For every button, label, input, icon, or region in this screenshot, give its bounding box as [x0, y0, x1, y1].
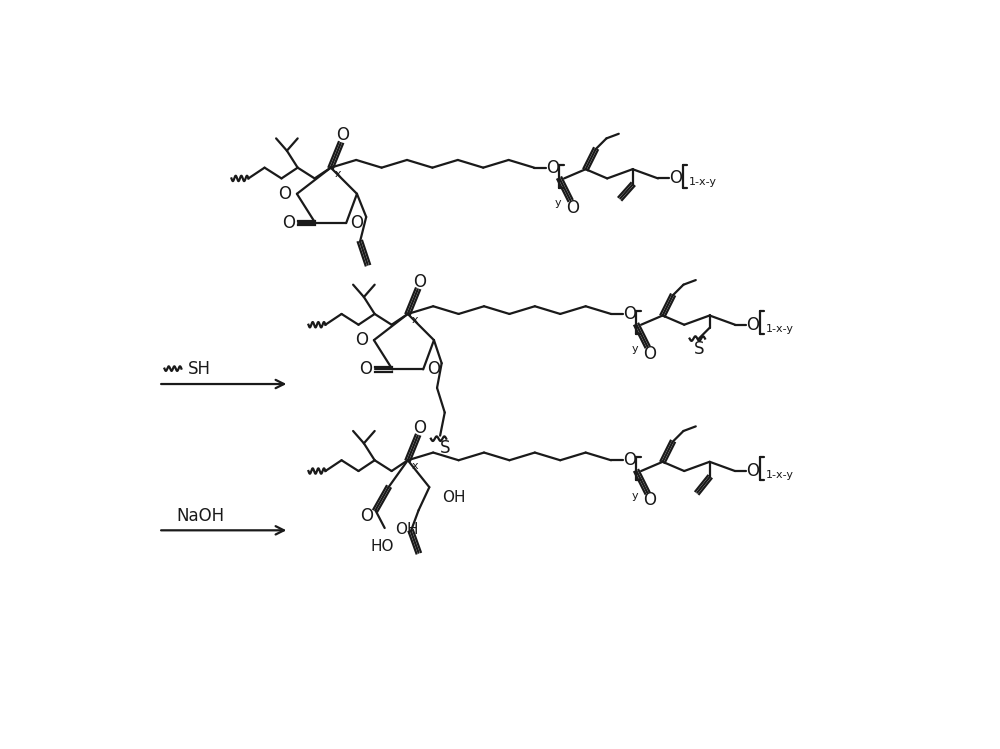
Text: O: O: [546, 159, 559, 177]
Text: S: S: [439, 439, 450, 457]
Text: NaOH: NaOH: [177, 506, 225, 525]
Text: O: O: [359, 360, 372, 378]
Text: x: x: [412, 315, 418, 325]
Text: O: O: [669, 169, 682, 187]
Text: O: O: [278, 185, 291, 203]
Text: O: O: [337, 127, 350, 145]
Text: O: O: [414, 419, 427, 437]
Text: O: O: [623, 451, 636, 470]
Text: SH: SH: [188, 360, 211, 377]
Text: x: x: [412, 461, 418, 471]
Text: HO: HO: [370, 539, 394, 554]
Text: OH: OH: [442, 490, 465, 505]
Text: x: x: [335, 169, 341, 179]
Text: 1-x-y: 1-x-y: [766, 470, 794, 480]
Text: 1-x-y: 1-x-y: [689, 178, 717, 187]
Text: OH: OH: [395, 522, 419, 537]
Text: O: O: [350, 214, 363, 232]
Text: O: O: [566, 198, 579, 216]
Text: O: O: [643, 345, 656, 363]
Text: S: S: [694, 339, 704, 357]
Text: O: O: [746, 462, 759, 480]
Text: y: y: [632, 345, 638, 354]
Text: O: O: [643, 491, 656, 509]
Text: O: O: [360, 506, 373, 525]
Text: O: O: [282, 214, 295, 232]
Text: O: O: [414, 273, 427, 291]
Text: O: O: [427, 360, 440, 378]
Text: y: y: [555, 198, 561, 208]
Text: O: O: [355, 331, 368, 349]
Text: y: y: [632, 491, 638, 500]
Text: 1-x-y: 1-x-y: [766, 324, 794, 333]
Text: O: O: [746, 316, 759, 334]
Text: O: O: [623, 305, 636, 323]
